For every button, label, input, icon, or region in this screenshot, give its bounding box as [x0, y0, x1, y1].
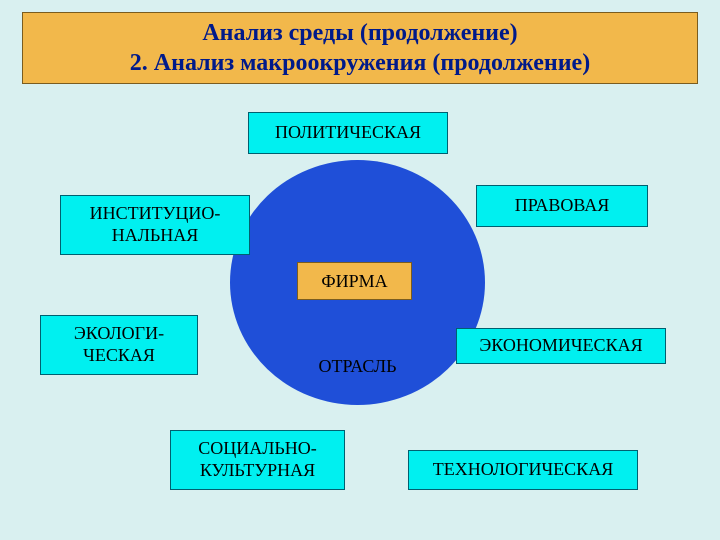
node-line: ПРАВОВАЯ: [515, 195, 610, 217]
node-line: ЭКОНОМИЧЕСКАЯ: [479, 335, 642, 357]
node-line: НАЛЬНАЯ: [112, 225, 199, 247]
node-economic: ЭКОНОМИЧЕСКАЯ: [456, 328, 666, 364]
title-line2: 2. Анализ макроокружения (продолжение): [130, 48, 590, 78]
node-ecological: ЭКОЛОГИ-ЧЕСКАЯ: [40, 315, 198, 375]
node-line: ИНСТИТУЦИО-: [90, 203, 221, 225]
firm-node: ФИРМА: [297, 262, 412, 300]
node-line: ПОЛИТИЧЕСКАЯ: [275, 122, 421, 144]
node-line: ЭКОЛОГИ-: [74, 323, 164, 345]
title-box: Анализ среды (продолжение) 2. Анализ мак…: [22, 12, 698, 84]
node-legal: ПРАВОВАЯ: [476, 185, 648, 227]
node-line: ЧЕСКАЯ: [83, 345, 155, 367]
node-social-cultural: СОЦИАЛЬНО-КУЛЬТУРНАЯ: [170, 430, 345, 490]
title-line1: Анализ среды (продолжение): [202, 18, 517, 48]
node-line: ТЕХНОЛОГИЧЕСКАЯ: [433, 459, 613, 481]
node-political: ПОЛИТИЧЕСКАЯ: [248, 112, 448, 154]
firm-label: ФИРМА: [321, 271, 387, 292]
node-line: СОЦИАЛЬНО-: [198, 438, 317, 460]
industry-label: ОТРАСЛЬ: [319, 356, 397, 377]
node-technological: ТЕХНОЛОГИЧЕСКАЯ: [408, 450, 638, 490]
node-line: КУЛЬТУРНАЯ: [200, 460, 315, 482]
node-institutional: ИНСТИТУЦИО-НАЛЬНАЯ: [60, 195, 250, 255]
